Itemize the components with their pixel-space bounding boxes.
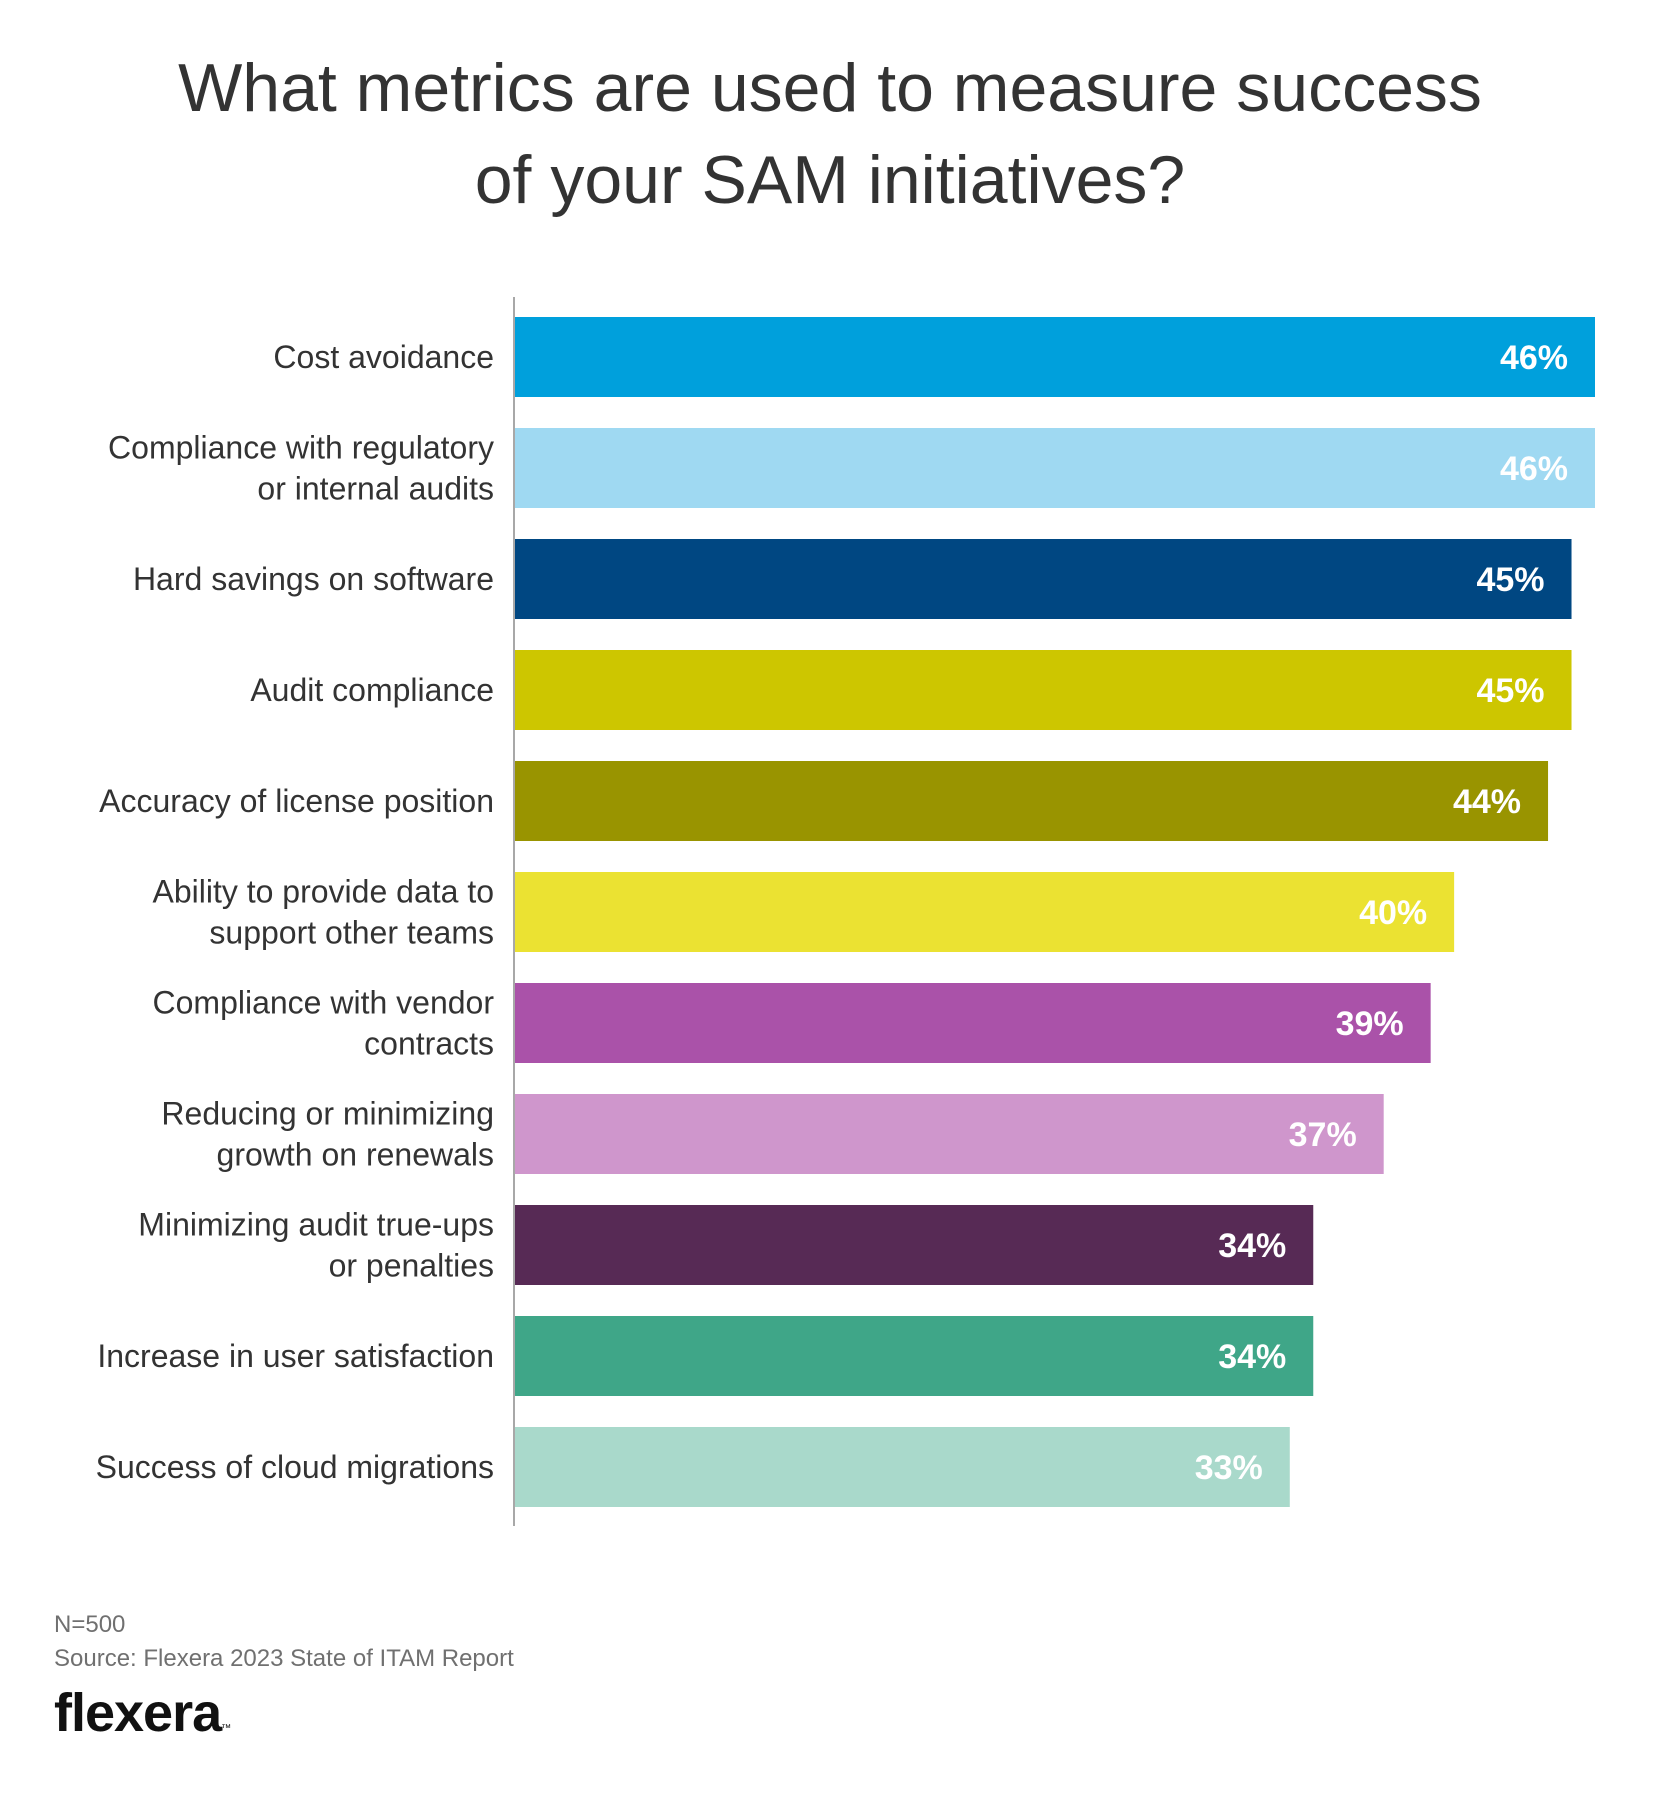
category-label-5-line-1: support other teams (209, 915, 494, 951)
bar-5 (515, 872, 1455, 952)
bar-value-label-1: 46% (1500, 450, 1568, 488)
bar-8 (515, 1205, 1314, 1285)
chart-title-line-1: What metrics are used to measure success (178, 50, 1482, 126)
category-label-10: Success of cloud migrations (96, 1449, 494, 1485)
bar-0 (515, 317, 1595, 397)
category-label-5-line-0: Ability to provide data to (152, 874, 494, 910)
flexera-logo-text: flexera (54, 1683, 222, 1743)
source-note: Source: Flexera 2023 State of ITAM Repor… (54, 1645, 514, 1672)
bar-value-label-0: 46% (1500, 339, 1568, 377)
category-label-0: Cost avoidance (273, 339, 494, 375)
category-label-1-line-0: Compliance with regulatory (108, 430, 494, 466)
bar-value-label-2: 45% (1476, 561, 1544, 599)
category-label-7-line-0: Reducing or minimizing (161, 1096, 494, 1132)
category-label-8-line-1: or penalties (329, 1248, 494, 1284)
flexera-logo: flexera™ (54, 1680, 231, 1762)
chart-title-line-2: of your SAM initiatives? (474, 142, 1186, 218)
category-label-2: Hard savings on software (133, 561, 494, 597)
bar-10 (515, 1427, 1290, 1507)
bar-1 (515, 428, 1595, 508)
category-label-6-line-0: Compliance with vendor (153, 985, 495, 1021)
category-label-9: Increase in user satisfaction (97, 1338, 494, 1374)
bar-value-label-4: 44% (1453, 783, 1521, 821)
bar-7 (515, 1094, 1384, 1174)
category-label-7-line-1: growth on renewals (217, 1137, 494, 1173)
category-label-1-line-1: or internal audits (257, 471, 494, 507)
bar-chart: 46% Cost avoidance 46% Compliance with regu… (96, 297, 1595, 1526)
category-label-4: Accuracy of license position (99, 783, 494, 819)
bar-value-label-10: 33% (1195, 1449, 1263, 1487)
bar-4 (515, 761, 1549, 841)
bar-value-label-9: 34% (1218, 1338, 1286, 1376)
bar-value-label-6: 39% (1336, 1005, 1404, 1043)
bar-9 (515, 1316, 1314, 1396)
sample-size-note: N=500 (54, 1611, 126, 1638)
bar-2 (515, 539, 1572, 619)
chart-title: What metrics are used to measure success… (0, 42, 1660, 226)
trademark-mark: ™ (221, 1723, 232, 1734)
category-label-8-line-0: Minimizing audit true-ups (138, 1207, 494, 1243)
category-label-3: Audit compliance (250, 672, 494, 708)
bar-3 (515, 650, 1572, 730)
bar-value-label-8: 34% (1218, 1227, 1286, 1265)
bar-6 (515, 983, 1431, 1063)
bar-value-label-7: 37% (1289, 1116, 1357, 1154)
bar-value-label-5: 40% (1359, 894, 1427, 932)
category-label-6-line-1: contracts (364, 1026, 494, 1062)
bar-value-label-3: 45% (1476, 672, 1544, 710)
